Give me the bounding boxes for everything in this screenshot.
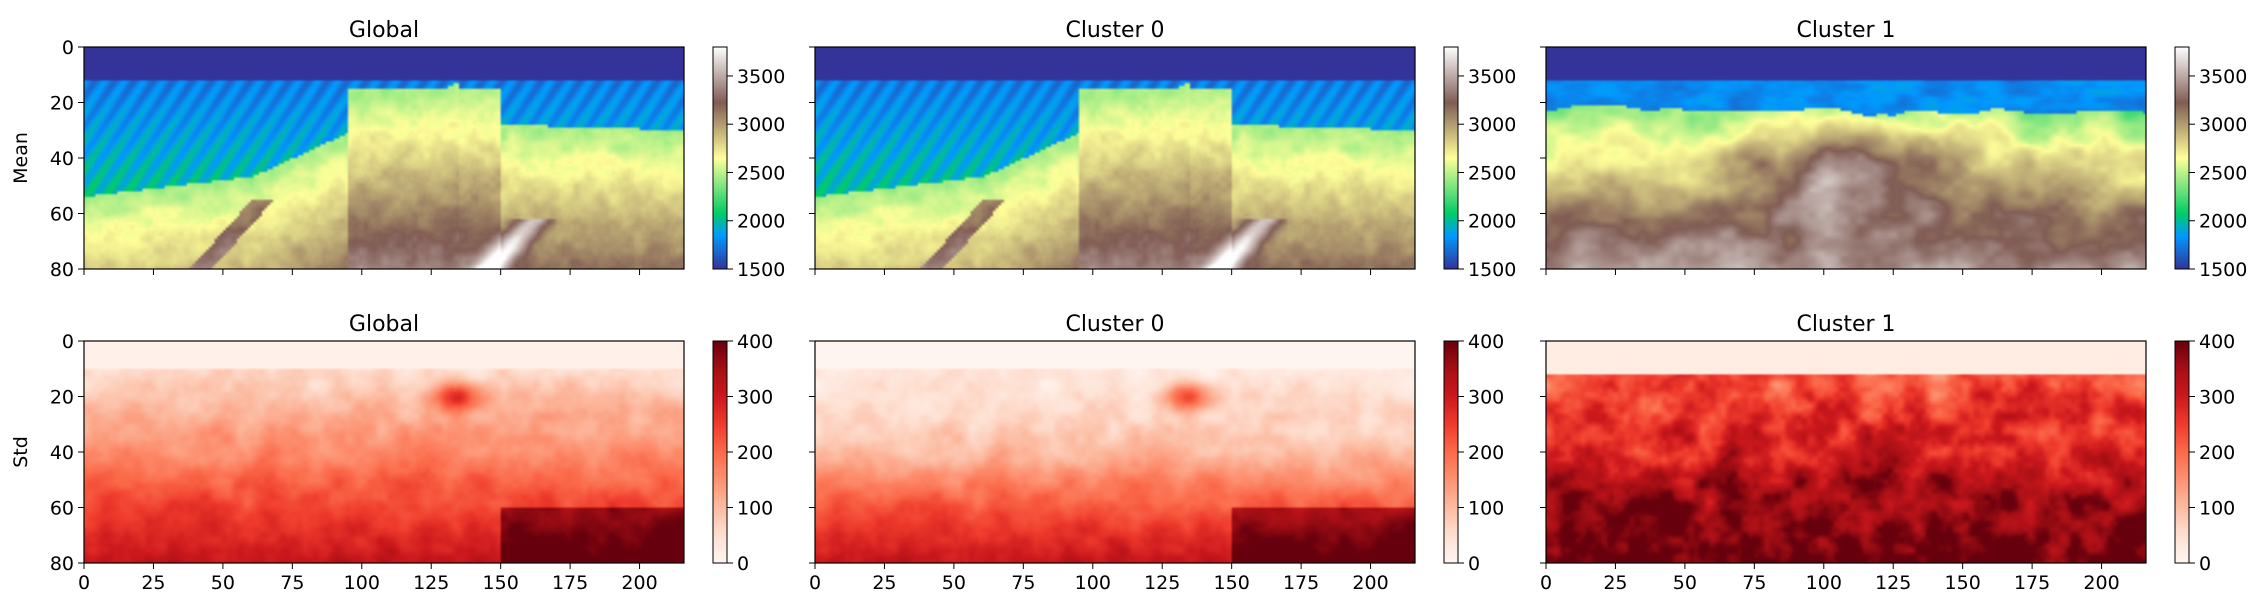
panel-title: Cluster 0 [1065, 18, 1164, 43]
x-tick-label: 25 [872, 572, 896, 594]
y-tick-label: 80 [50, 259, 74, 281]
colorbar [712, 340, 728, 564]
colorbar-tick-label: 0 [737, 553, 749, 575]
colorbar-tick-label: 3000 [1468, 114, 1516, 136]
colorbar [2174, 340, 2190, 564]
colorbar-tick-label: 200 [737, 442, 773, 464]
panel-title: Cluster 1 [1796, 312, 1895, 337]
colorbar-tick-label: 3500 [2199, 66, 2247, 88]
y-tick-label: 60 [50, 204, 74, 226]
panel-std_cluster0: Cluster 0 0 25 50 75 100 125 150 175 200 0 100 200 30… [809, 312, 1504, 594]
x-tick-label: 150 [483, 572, 519, 594]
colorbar-tick-label: 2500 [737, 162, 785, 184]
x-tick-label: 50 [1673, 572, 1697, 594]
y-tick-label: 0 [62, 331, 74, 353]
heatmap-image [84, 47, 684, 269]
panel-mean_global: Global 0 20 40 60 80 Mean 1500 2000 2500 3000 3500 [10, 18, 785, 281]
colorbar-tick-label: 0 [1468, 553, 1480, 575]
y-tick-label: 60 [50, 498, 74, 520]
colorbar [712, 46, 728, 270]
colorbar-tick-label: 0 [2199, 553, 2211, 575]
x-tick-label: 0 [809, 572, 821, 594]
x-tick-label: 175 [2014, 572, 2050, 594]
y-tick-label: 0 [62, 37, 74, 59]
x-tick-label: 25 [1603, 572, 1627, 594]
panel-title: Global [349, 312, 419, 337]
x-tick-label: 125 [1144, 572, 1180, 594]
row-label: Std [10, 436, 32, 468]
x-tick-label: 200 [1352, 572, 1388, 594]
colorbar-tick-label: 100 [1468, 498, 1504, 520]
panel-title: Global [349, 18, 419, 43]
x-tick-label: 75 [280, 572, 304, 594]
x-tick-label: 200 [621, 572, 657, 594]
x-tick-label: 50 [211, 572, 235, 594]
colorbar [1443, 46, 1459, 270]
colorbar-tick-label: 3500 [737, 66, 785, 88]
x-tick-label: 25 [141, 572, 165, 594]
y-tick-label: 40 [50, 148, 74, 170]
panel-mean_cluster1: Cluster 1 1500 2000 2500 3000 3500 [1540, 18, 2247, 281]
panel-mean_cluster0: Cluster 0 1500 2000 2500 3000 3500 [809, 18, 1516, 281]
colorbar-tick-label: 100 [2199, 498, 2235, 520]
colorbar-tick-label: 1500 [1468, 259, 1516, 281]
x-tick-label: 50 [942, 572, 966, 594]
colorbar-tick-label: 2500 [1468, 162, 1516, 184]
colorbar-tick-label: 3000 [737, 114, 785, 136]
x-tick-label: 175 [1283, 572, 1319, 594]
colorbar-tick-label: 300 [737, 387, 773, 409]
heatmap-image [84, 341, 684, 563]
x-tick-label: 200 [2083, 572, 2119, 594]
colorbar-tick-label: 2000 [737, 211, 785, 233]
x-tick-label: 150 [1945, 572, 1981, 594]
x-tick-label: 100 [1075, 572, 1111, 594]
row-label: Mean [10, 132, 32, 184]
colorbar-tick-label: 2000 [1468, 211, 1516, 233]
y-tick-label: 40 [50, 442, 74, 464]
panel-title: Cluster 0 [1065, 312, 1164, 337]
colorbar-tick-label: 400 [737, 331, 773, 353]
heatmap-image [1546, 341, 2146, 563]
heatmap-image [1546, 47, 2146, 269]
colorbar-tick-label: 200 [2199, 442, 2235, 464]
x-tick-label: 125 [413, 572, 449, 594]
colorbar-tick-label: 2500 [2199, 162, 2247, 184]
colorbar-tick-label: 3500 [1468, 66, 1516, 88]
panel-std_global: Global 0 25 50 75 100 125 150 175 200 0 20 40 60 80 Std… [10, 312, 773, 594]
colorbar-tick-label: 1500 [2199, 259, 2247, 281]
colorbar-tick-label: 2000 [2199, 211, 2247, 233]
x-tick-label: 175 [552, 572, 588, 594]
colorbar-tick-label: 400 [1468, 331, 1504, 353]
colorbar-tick-label: 1500 [737, 259, 785, 281]
panel-title: Cluster 1 [1796, 18, 1895, 43]
colorbar-tick-label: 3000 [2199, 114, 2247, 136]
x-tick-label: 100 [1806, 572, 1842, 594]
colorbar-tick-label: 100 [737, 498, 773, 520]
x-tick-label: 75 [1742, 572, 1766, 594]
x-tick-label: 0 [78, 572, 90, 594]
y-tick-label: 80 [50, 553, 74, 575]
heatmap-image [815, 47, 1415, 269]
x-tick-label: 125 [1875, 572, 1911, 594]
colorbar [2174, 46, 2190, 270]
heatmap-image [815, 341, 1415, 563]
y-tick-label: 20 [50, 93, 74, 115]
x-tick-label: 75 [1011, 572, 1035, 594]
x-tick-label: 150 [1214, 572, 1250, 594]
x-tick-label: 100 [344, 572, 380, 594]
plots-layer: Global020406080Mean15002000250030003500C… [10, 18, 2247, 594]
colorbar-tick-label: 300 [2199, 387, 2235, 409]
colorbar [1443, 340, 1459, 564]
colorbar-tick-label: 200 [1468, 442, 1504, 464]
colorbar-tick-label: 300 [1468, 387, 1504, 409]
panel-std_cluster1: Cluster 1 0 25 50 75 100 125 150 175 200 0 100 200 30… [1540, 312, 2235, 594]
colorbar-tick-label: 400 [2199, 331, 2235, 353]
x-tick-label: 0 [1540, 572, 1552, 594]
y-tick-label: 20 [50, 387, 74, 409]
